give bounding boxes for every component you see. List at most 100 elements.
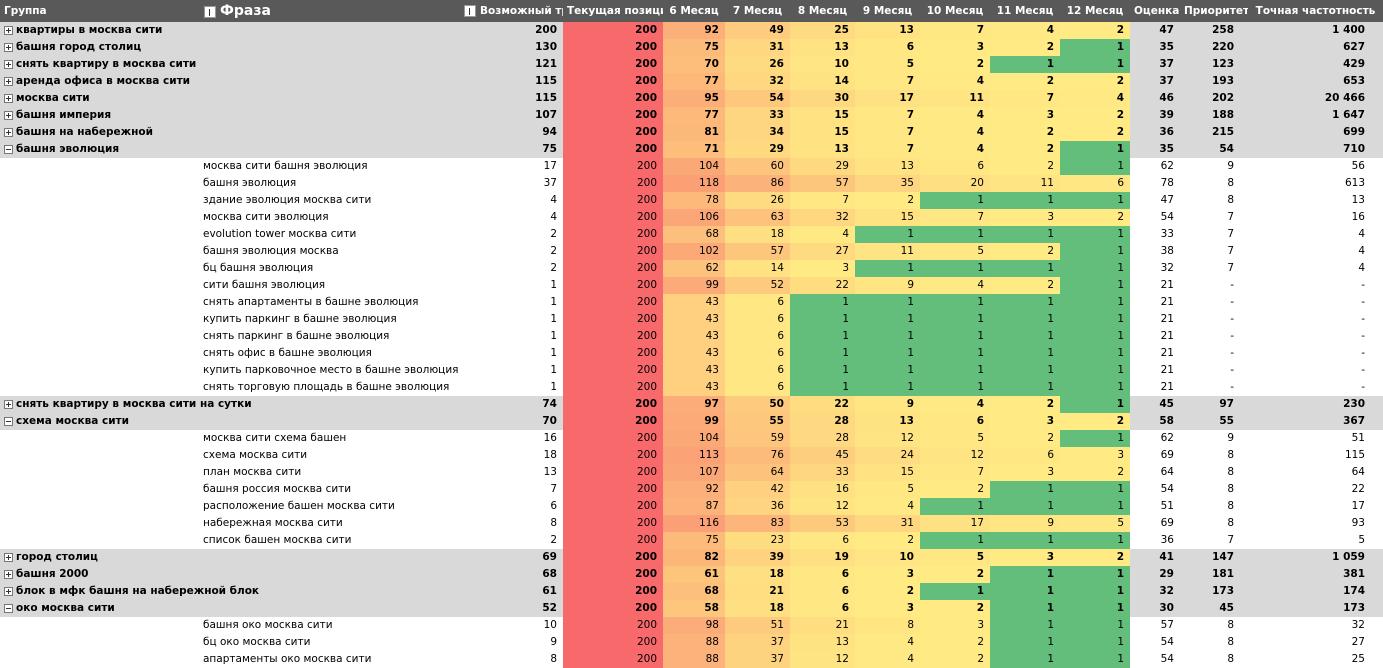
value-cell: 200	[563, 243, 663, 260]
value-cell: 78	[1130, 175, 1180, 192]
value-cell: 699	[1343, 126, 1365, 138]
column-header: 10 Месяц	[920, 0, 990, 22]
value-cell: 21	[725, 583, 790, 600]
value-cell: 3	[1060, 447, 1130, 464]
value-cell: 30	[790, 90, 855, 107]
value-cell: 121	[535, 58, 557, 70]
value-cell: 18	[460, 447, 563, 464]
phrase-label: башня эволюция	[203, 175, 460, 192]
value-cell: 18	[725, 600, 790, 617]
value-cell: 62	[663, 260, 725, 277]
column-header[interactable]: Возможный трафи	[460, 0, 563, 22]
column-header: Точная частотность	[1248, 0, 1383, 22]
expand-toggle[interactable]	[4, 416, 13, 426]
value-cell: 1	[920, 362, 990, 379]
value-cell: 30	[1159, 602, 1174, 614]
value-cell: -	[1180, 277, 1248, 294]
value-cell: 13	[790, 141, 855, 158]
value-cell: 86	[725, 175, 790, 192]
value-cell: 31	[725, 39, 790, 56]
phrase-label: схема москва сити	[203, 447, 460, 464]
expand-toggle[interactable]	[4, 42, 13, 52]
expand-toggle[interactable]	[4, 586, 13, 596]
value-cell: 24	[855, 447, 920, 464]
value-cell: 43	[663, 345, 725, 362]
value-cell: 64	[1248, 464, 1383, 481]
value-cell: 1	[1060, 328, 1130, 345]
value-cell: 36	[725, 498, 790, 515]
expand-toggle[interactable]	[4, 76, 13, 86]
column-header[interactable]: Фраза	[200, 0, 460, 22]
value-cell: 6	[920, 413, 990, 430]
value-cell: -	[1180, 362, 1248, 379]
phrase-name: снять торговую площадь в башне эволюция	[203, 381, 450, 393]
value-cell: 68	[663, 583, 725, 600]
value-cell: 1	[920, 294, 990, 311]
value-cell: 16	[1248, 209, 1383, 226]
expand-toggle[interactable]	[4, 144, 13, 154]
value-cell: 200	[563, 447, 663, 464]
expand-toggle[interactable]	[4, 59, 13, 69]
value-cell: 4	[920, 73, 990, 90]
value-cell: -	[1248, 362, 1383, 379]
value-cell: 115	[1248, 447, 1383, 464]
value-cell: 9	[855, 396, 920, 413]
expand-toggle[interactable]	[4, 25, 13, 35]
value-cell: 2	[990, 39, 1060, 56]
value-cell: 115	[535, 75, 557, 87]
value-cell: 21	[1130, 328, 1180, 345]
column-header-text: 10 Месяц	[926, 5, 984, 17]
group-label: башня эволюция	[0, 141, 460, 158]
expand-toggle[interactable]	[4, 399, 13, 409]
group-label: москва сити	[0, 90, 460, 107]
value-cell: 17	[855, 90, 920, 107]
value-cell: 13	[855, 413, 920, 430]
value-cell: 94	[542, 126, 557, 138]
value-cell: 69	[542, 551, 557, 563]
value-cell: 54	[725, 90, 790, 107]
value-cell: -	[1248, 294, 1383, 311]
value-cell: 43	[663, 328, 725, 345]
value-cell: 4	[460, 209, 563, 226]
phrase-name: evolution tower москва сити	[203, 228, 357, 240]
value-cell: -	[1180, 328, 1248, 345]
value-cell: 4	[920, 141, 990, 158]
value-cell: 3	[990, 464, 1060, 481]
value-cell: -	[1248, 328, 1383, 345]
value-cell: 1	[1060, 617, 1130, 634]
value-cell: 1	[990, 311, 1060, 328]
value-cell: 11	[855, 243, 920, 260]
value-cell: 9	[1180, 158, 1248, 175]
value-cell: 1	[1060, 226, 1130, 243]
value-cell: 39	[725, 549, 790, 566]
phrase-name: москва сити схема башен	[203, 432, 347, 444]
value-cell: 1	[460, 345, 563, 362]
value-cell: 41	[1159, 551, 1174, 563]
group-name: башня 2000	[16, 568, 89, 580]
value-cell: 27	[1248, 634, 1383, 651]
expand-toggle[interactable]	[4, 552, 13, 562]
value-cell: 104	[663, 158, 725, 175]
value-cell: 1	[790, 294, 855, 311]
expand-toggle[interactable]	[4, 569, 13, 579]
column-header: Приоритет	[1180, 0, 1248, 22]
expand-toggle[interactable]	[4, 110, 13, 120]
phrase-label: башня эволюция москва	[203, 243, 460, 260]
value-cell: 32	[725, 73, 790, 90]
phrase-row: купить парковочное место в башне эволюци…	[0, 362, 1383, 379]
expand-toggle[interactable]	[4, 603, 13, 613]
value-cell: 35	[1159, 143, 1174, 155]
expand-toggle[interactable]	[4, 93, 13, 103]
column-header[interactable]: Группа	[0, 0, 200, 22]
value-cell: 28	[790, 430, 855, 447]
expand-toggle[interactable]	[4, 127, 13, 137]
value-cell: 104	[663, 430, 725, 447]
value-cell: 16	[460, 430, 563, 447]
value-cell: 8	[460, 515, 563, 532]
value-cell: 12	[790, 651, 855, 668]
value-cell: 200	[563, 430, 663, 447]
filter-button[interactable]	[204, 6, 216, 18]
filter-button[interactable]	[464, 5, 476, 17]
value-cell: 130	[535, 41, 557, 53]
value-cell: -	[1180, 311, 1248, 328]
